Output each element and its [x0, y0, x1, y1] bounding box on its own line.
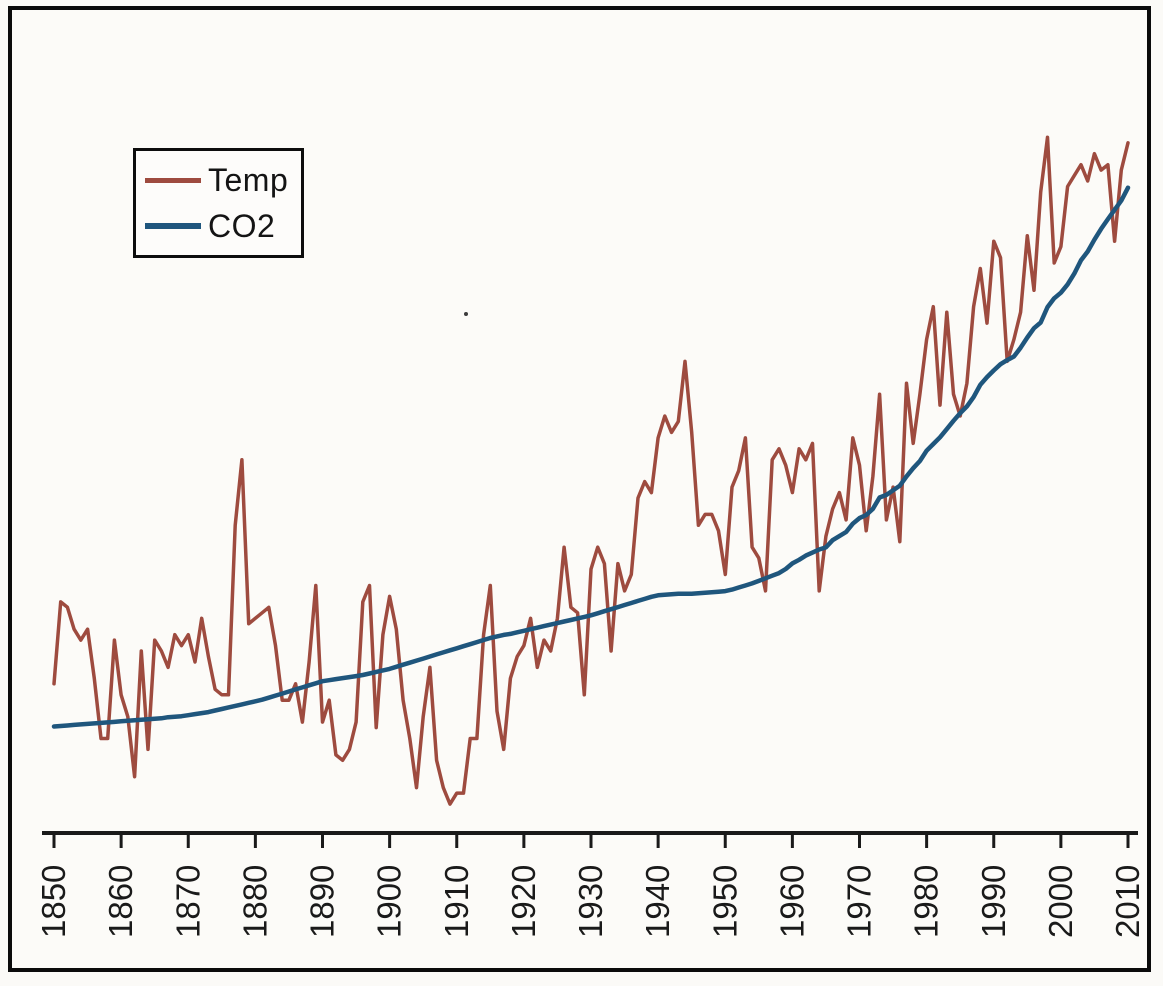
x-axis-tick-label: 2010: [1109, 865, 1146, 938]
x-axis-tick-label: 1880: [236, 865, 273, 938]
x-axis-tick-label: 1950: [706, 865, 743, 938]
x-axis-tick-label: 1980: [908, 865, 945, 938]
x-axis-tick-label: 1930: [572, 865, 609, 938]
x-axis-tick-label: 1870: [169, 865, 206, 938]
co2-line-swatch: [145, 222, 201, 229]
temp-line-swatch: [145, 177, 201, 183]
scan-speck-artifact: [464, 312, 468, 316]
x-axis-tick-label: 1900: [371, 865, 408, 938]
co2-series-line: [51, 185, 1131, 729]
x-axis-tick-label: 1920: [505, 865, 542, 938]
x-axis-tick-label: 1860: [102, 865, 139, 938]
legend-item-co2: CO2: [145, 210, 301, 242]
x-axis-tick-label: 1850: [35, 865, 72, 938]
x-axis-tick-label: 1960: [773, 865, 810, 938]
x-axis-tick-label: 1910: [438, 865, 475, 938]
x-axis-tick-label: 2000: [1042, 865, 1079, 938]
x-axis-tick-label: 1970: [841, 865, 878, 938]
legend-item-temp: Temp: [145, 164, 301, 196]
temp-legend-label: Temp: [208, 162, 289, 199]
x-axis-tick-label: 1990: [975, 865, 1012, 938]
x-axis-tick-label: 1940: [639, 865, 676, 938]
temp-series-line: [52, 135, 1130, 806]
co2-legend-label: CO2: [208, 207, 276, 244]
x-axis-tick-label: 1890: [304, 865, 341, 938]
chart-legend: Temp CO2: [133, 148, 304, 258]
